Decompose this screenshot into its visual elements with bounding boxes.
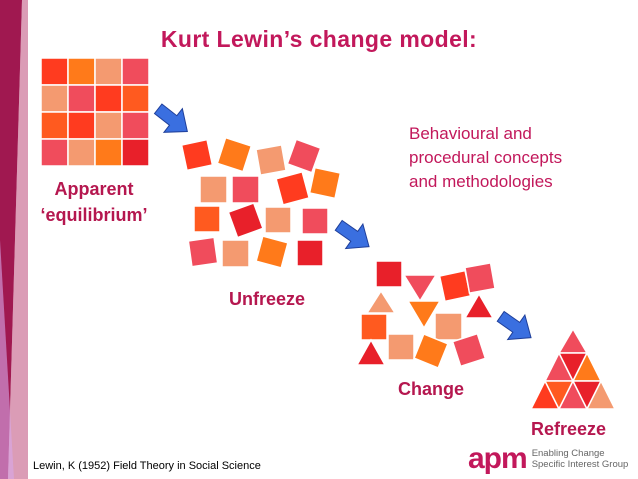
arrow-to-unfreeze [153,103,188,133]
equilibrium-grid [40,57,150,167]
label-equilibrium-line1: Apparent [54,179,134,199]
refreeze-pyramid [529,327,617,411]
label-apparent-equilibrium: Apparent ‘equilibrium’ [34,176,154,228]
note-line3: and methodologies [409,172,553,191]
logo-tagline: Enabling Change Specific Interest Group [532,448,629,470]
logo-mark: apm [468,442,528,475]
concepts-note: Behavioural and procedural concepts and … [409,122,619,194]
label-refreeze: Refreeze [531,419,607,439]
label-change: Change [398,379,465,399]
apm-logo: apm Enabling Change Specific Interest Gr… [468,444,628,474]
label-unfreeze: Unfreeze [229,289,306,309]
slide-title: Kurt Lewin’s change model: [160,26,478,52]
note-line1: Behavioural and [409,124,532,143]
logo-tagline-line2: Specific Interest Group [531,459,629,470]
sidebar-decoration [0,0,28,479]
note-line2: procedural concepts [409,148,563,167]
label-equilibrium-line2: ‘equilibrium’ [40,205,148,225]
arrow-to-refreeze [496,310,532,341]
arrow-to-change [334,219,370,250]
logo-tagline-line1: Enabling Change [531,448,605,459]
change-shapes [355,260,496,369]
citation: Lewin, K (1952) Field Theory in Social S… [33,460,261,472]
unfreeze-shapes [180,136,342,269]
